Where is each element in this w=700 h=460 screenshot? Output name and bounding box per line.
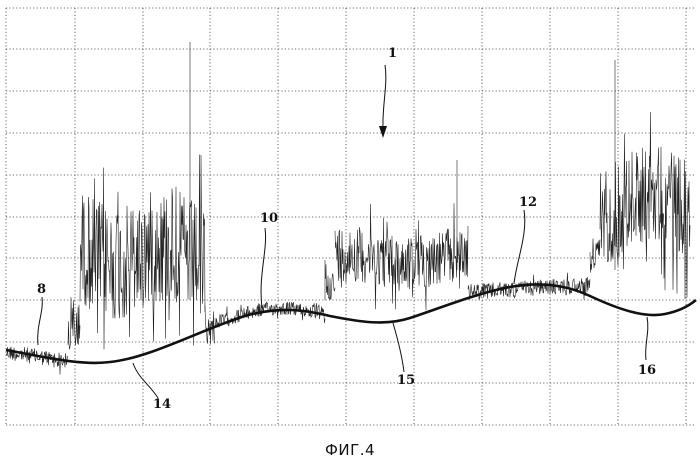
noise-traces <box>6 42 690 375</box>
baseline-curve <box>6 284 696 363</box>
ref-label-15: 15 <box>397 373 415 388</box>
leader-14 <box>133 363 158 398</box>
ref-label-12: 12 <box>519 195 537 210</box>
signal-trace-segment <box>468 273 590 300</box>
signal-trace-segment <box>80 155 205 350</box>
ref-label-10: 10 <box>260 211 278 226</box>
leader-8 <box>38 297 43 345</box>
signal-trace-segment <box>335 203 468 310</box>
ref-label-8: 8 <box>37 282 46 297</box>
leader-12 <box>514 210 525 284</box>
signal-trace-segment <box>68 297 80 349</box>
signal-trace-segment <box>215 302 325 328</box>
leader-15 <box>393 323 404 372</box>
ref-label-1: 1 <box>388 46 397 61</box>
arrow-1 <box>379 65 387 138</box>
signal-trace-segment <box>590 239 600 273</box>
leader-16 <box>646 317 648 360</box>
figure-caption: ФИГ.4 <box>325 441 375 459</box>
ref-label-16: 16 <box>638 363 656 378</box>
signal-trace-segment <box>600 112 690 299</box>
ref-label-14: 14 <box>153 397 171 412</box>
signal-trace-segment <box>325 264 335 299</box>
leader-10 <box>261 228 266 308</box>
